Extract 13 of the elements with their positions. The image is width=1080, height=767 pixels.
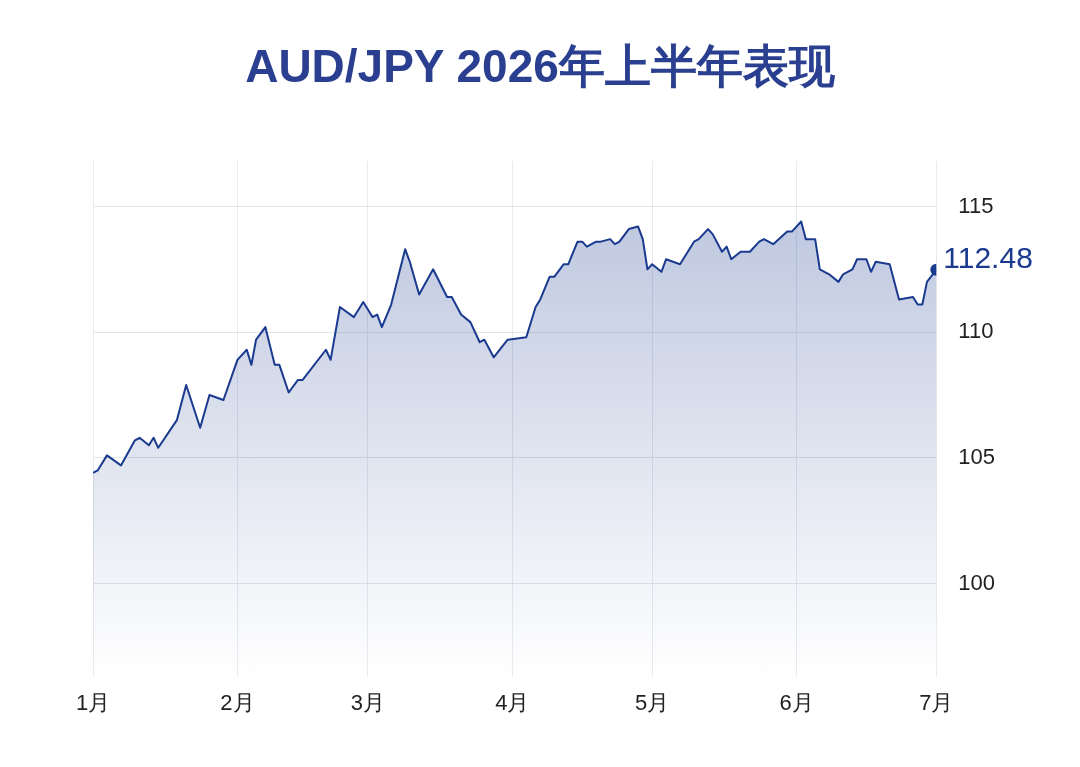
x-tick-label: 1月 (75, 689, 111, 715)
y-tick-label: 100 (958, 569, 996, 595)
x-tick-label: 5月 (634, 689, 670, 715)
chart-title: AUD/JPY 2026年上半年表现 (244, 39, 836, 94)
y-tick-label: 115 (958, 192, 994, 218)
x-tick-label: 2月 (220, 689, 255, 715)
y-tick-label: 110 (958, 318, 994, 344)
y-tick-label: 105 (958, 443, 996, 469)
x-tick-label: 3月 (350, 689, 386, 715)
data-label: 112.48 (943, 241, 1033, 275)
x-tick-label: 4月 (495, 689, 530, 715)
x-tick-label: 7月 (919, 689, 954, 715)
x-tick-label: 6月 (779, 689, 814, 715)
